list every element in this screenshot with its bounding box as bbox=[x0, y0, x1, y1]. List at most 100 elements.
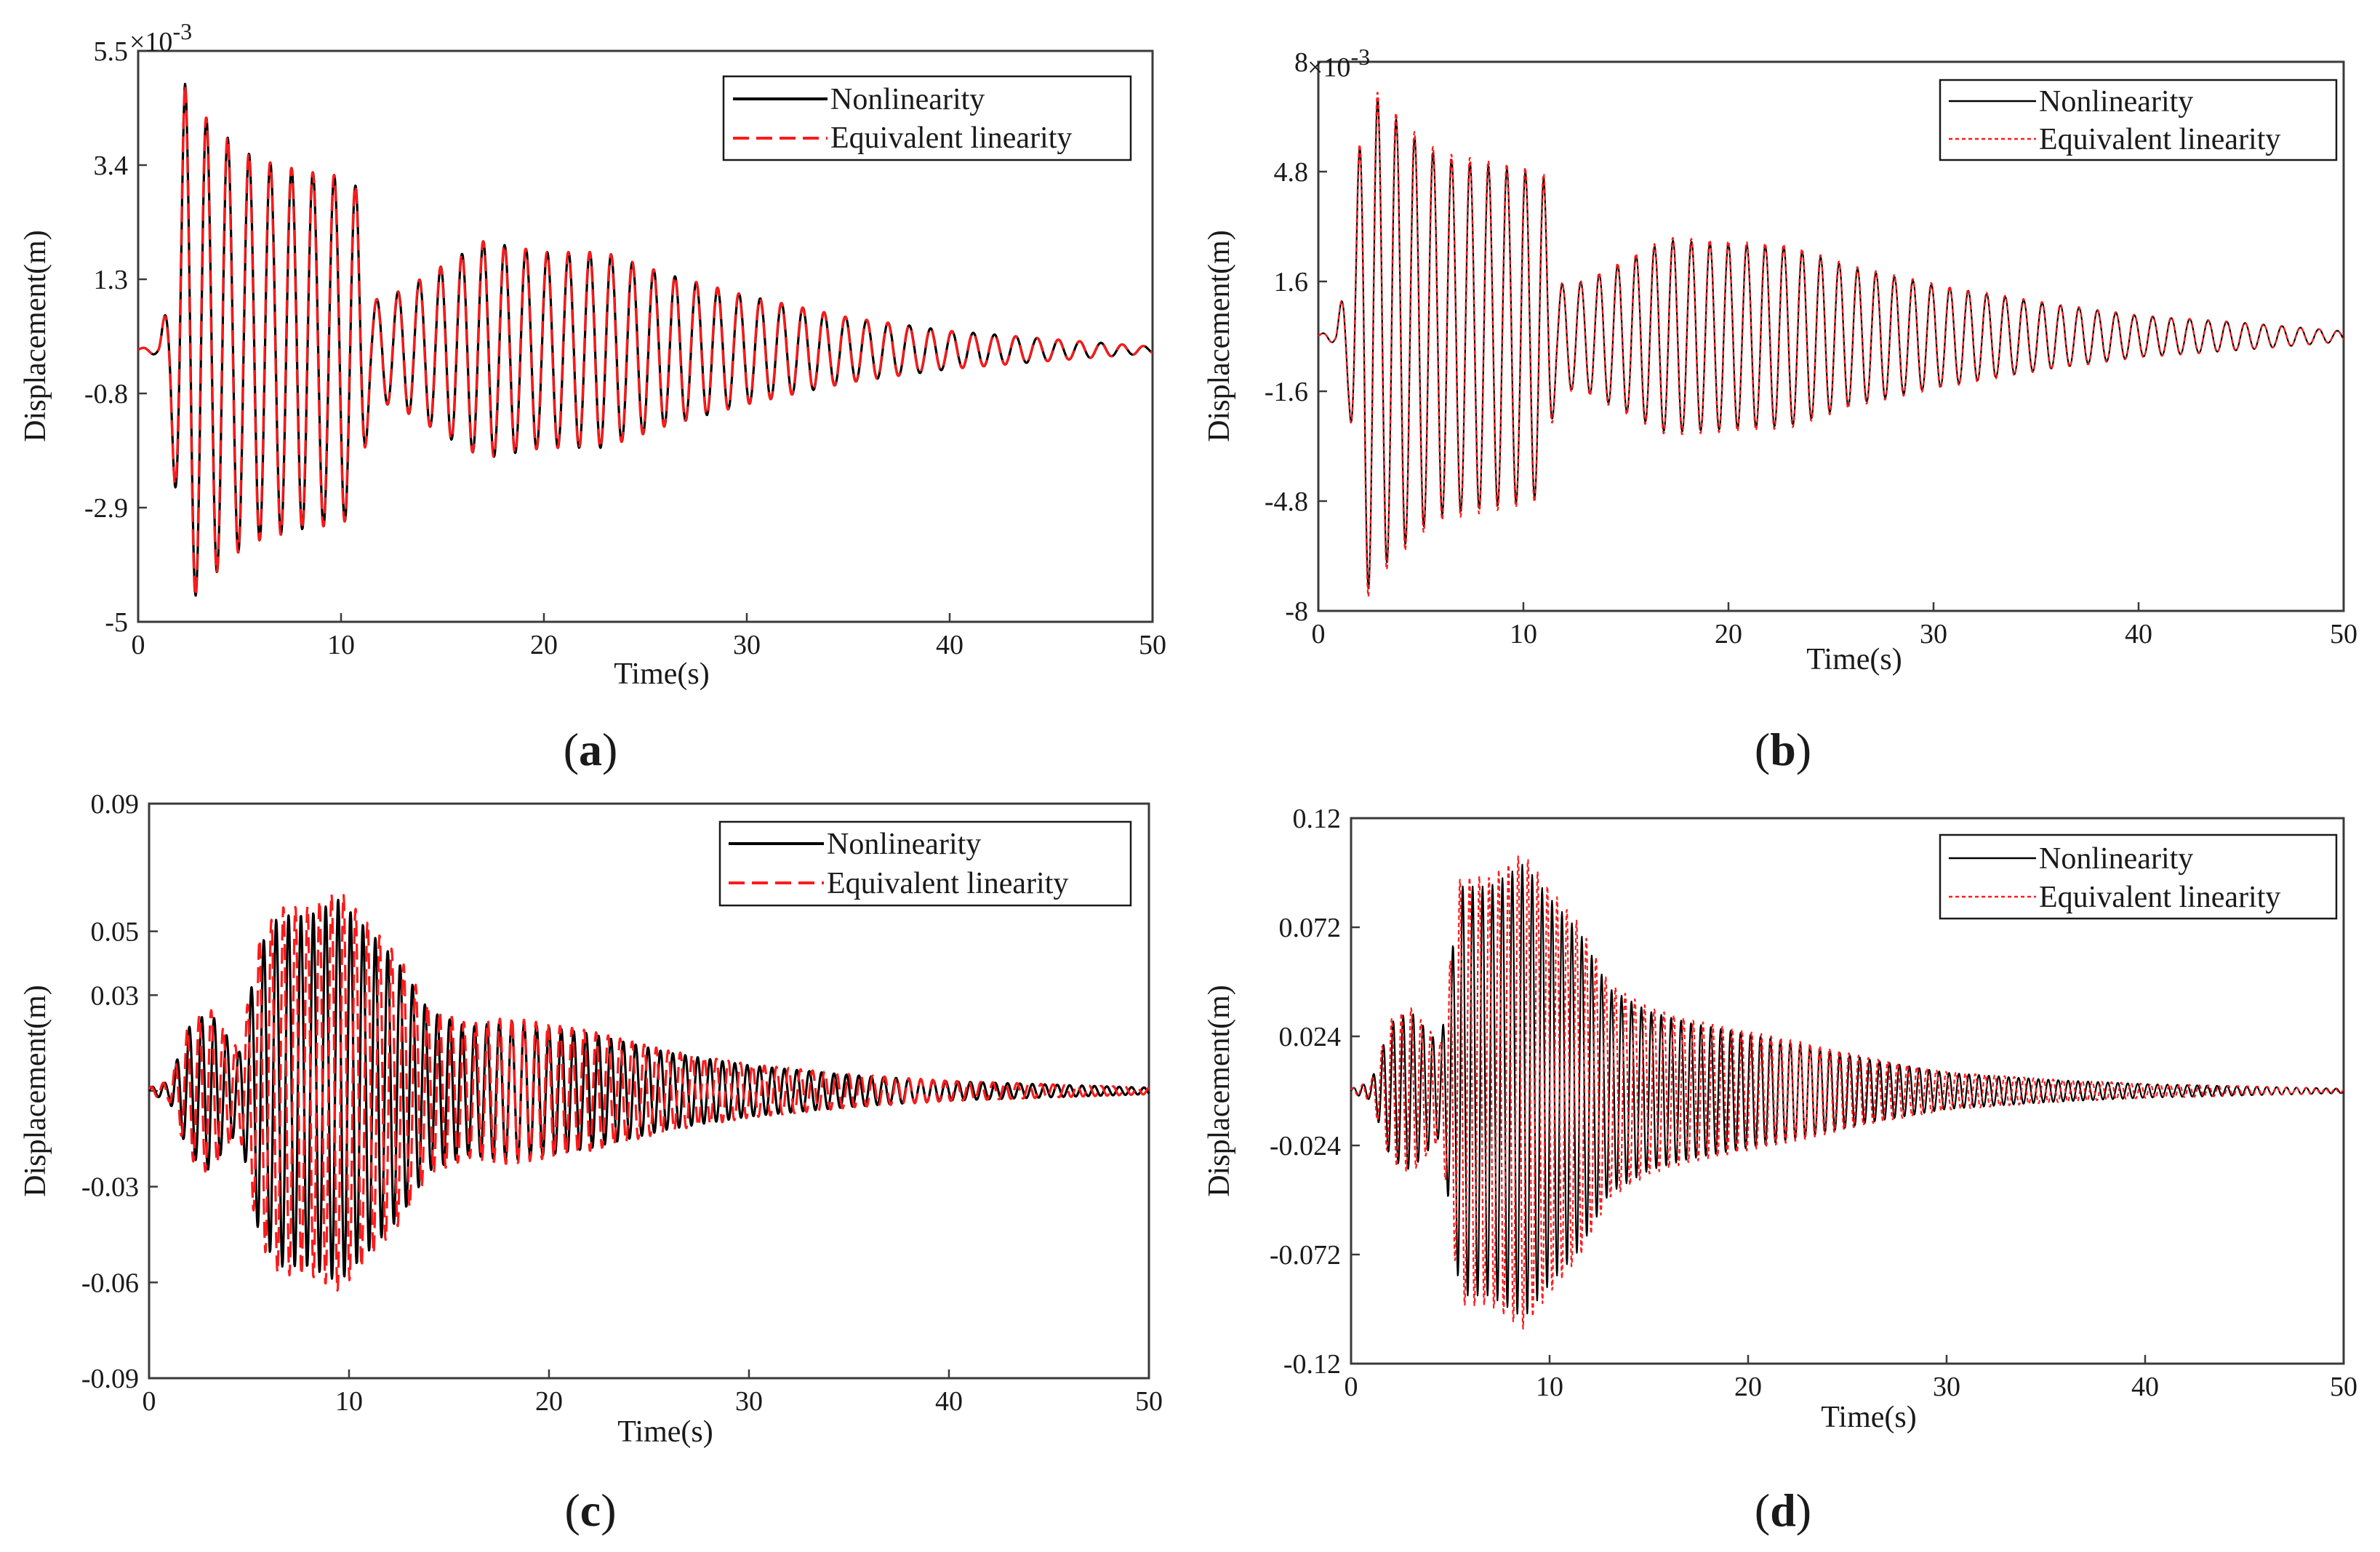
caption-d: (d) bbox=[1755, 1484, 1811, 1536]
y-tick-label-c: 0.05 bbox=[91, 917, 140, 948]
exponent-base-b: ×10 bbox=[1307, 52, 1350, 83]
x-ticks-d: 0 10 20 30 40 50 bbox=[1345, 1355, 2357, 1402]
chart-panel-b: -8 -4.8 -1.6 1.6 4.8 8 0 10 20 30 40 50 Time(s) Di… bbox=[1203, 44, 2357, 775]
legend-c: Nonlinearity Equivalent linearity bbox=[718, 820, 1132, 907]
y-tick-label-d: -0.12 bbox=[1283, 1349, 1341, 1380]
x-tick-label-c: 40 bbox=[935, 1386, 963, 1417]
x-ticks-b: 0 10 20 30 40 50 bbox=[1312, 602, 2357, 649]
x-tick-label-a: 10 bbox=[327, 630, 355, 660]
legend-box-d bbox=[1939, 833, 2338, 920]
legend-label-nonlinearity-b: Nonlinearity bbox=[2039, 85, 2193, 119]
x-tick-label-a: 30 bbox=[733, 630, 761, 660]
y-tick-label-a: 3.4 bbox=[94, 151, 129, 181]
x-ticks-a: 0 10 20 30 40 50 bbox=[132, 613, 1166, 660]
y-tick-label-d: 0.024 bbox=[1279, 1022, 1342, 1052]
caption-c: (c) bbox=[564, 1484, 616, 1536]
caption-b: (b) bbox=[1755, 724, 1811, 775]
x-tick-label-a: 0 bbox=[132, 630, 145, 660]
y-tick-label-d: -0.072 bbox=[1270, 1240, 1341, 1271]
y-tick-label-b: 1.6 bbox=[1274, 267, 1309, 297]
legend-label-equivalent-c: Equivalent linearity bbox=[827, 867, 1068, 900]
legend-label-nonlinearity-a: Nonlinearity bbox=[830, 83, 985, 116]
x-tick-label-c: 0 bbox=[143, 1386, 156, 1417]
y-tick-label-b: -1.6 bbox=[1265, 377, 1308, 407]
exponent-label-a: ×10-3 bbox=[129, 18, 192, 57]
x-axis-label-a: Time(s) bbox=[614, 657, 709, 691]
x-tick-label-a: 50 bbox=[1139, 630, 1166, 660]
x-tick-label-b: 0 bbox=[1312, 619, 1326, 649]
legend-label-equivalent-a: Equivalent linearity bbox=[830, 121, 1072, 155]
y-tick-label-a: 1.3 bbox=[94, 265, 129, 295]
caption-close-d: ) bbox=[1796, 1484, 1811, 1536]
x-axis-label-b: Time(s) bbox=[1806, 643, 1902, 676]
x-tick-label-d: 30 bbox=[1933, 1372, 1960, 1402]
y-tick-label-c: 0.09 bbox=[91, 789, 140, 820]
series-line-equivalent-linearity-a bbox=[137, 84, 1154, 598]
caption-open-c: ( bbox=[564, 1484, 580, 1536]
caption-letter-c: c bbox=[580, 1484, 601, 1536]
series-group-a bbox=[137, 82, 1154, 598]
y-ticks-a: -5 -2.9 -0.8 1.3 3.4 5.5 bbox=[84, 36, 147, 638]
x-ticks-c: 0 10 20 30 40 50 bbox=[143, 1369, 1163, 1417]
y-tick-label-c: -0.06 bbox=[81, 1268, 139, 1298]
x-tick-label-a: 20 bbox=[530, 630, 558, 660]
exponent-base-a: ×10 bbox=[129, 27, 172, 57]
y-ticks-c: -0.09 -0.06 -0.03 0.03 0.05 0.09 bbox=[81, 789, 158, 1394]
x-tick-label-a: 40 bbox=[936, 630, 963, 660]
caption-close-b: ) bbox=[1796, 724, 1811, 775]
y-tick-label-b: -4.8 bbox=[1265, 487, 1308, 517]
x-tick-label-d: 10 bbox=[1536, 1372, 1563, 1402]
chart-panel-a: -5-2.9-0.81.33.45.5 0 10 20 30 40 50 Time(s) … bbox=[19, 18, 1166, 775]
x-tick-label-d: 50 bbox=[2330, 1372, 2357, 1402]
x-tick-label-b: 30 bbox=[1920, 619, 1947, 649]
series-group-b bbox=[1318, 92, 2344, 598]
y-axis-label-d: Displacement(m) bbox=[1203, 985, 1236, 1197]
caption-letter-d: d bbox=[1770, 1484, 1796, 1536]
chart-panel-c: -0.09-0.06-0.030.030.050.09 0 10 20 30 40 50 … bbox=[19, 789, 1163, 1536]
series-group-c bbox=[148, 892, 1150, 1292]
y-tick-label-c: -0.03 bbox=[81, 1172, 139, 1203]
y-tick-label-b: -8 bbox=[1285, 596, 1308, 627]
y-tick-label-b: 8 bbox=[1294, 47, 1308, 78]
x-tick-label-d: 0 bbox=[1345, 1372, 1358, 1402]
exponent-label-b: ×10-3 bbox=[1307, 44, 1370, 83]
caption-close-c: ) bbox=[601, 1484, 616, 1536]
y-tick-label-a: -0.8 bbox=[84, 379, 128, 409]
caption-close-a: ) bbox=[602, 724, 617, 775]
y-ticks-b: -8 -4.8 -1.6 1.6 4.8 8 bbox=[1265, 47, 1327, 627]
x-tick-label-d: 20 bbox=[1734, 1372, 1762, 1402]
series-line-equivalent-linearity-b bbox=[1318, 92, 2344, 598]
caption-open-d: ( bbox=[1755, 1484, 1770, 1536]
caption-a: (a) bbox=[564, 724, 618, 775]
legend-d: Nonlinearity Equivalent linearity bbox=[1939, 833, 2338, 920]
series-line-equivalent-linearity-d bbox=[1350, 855, 2344, 1330]
x-tick-label-c: 30 bbox=[735, 1386, 763, 1417]
y-tick-label-a: -2.9 bbox=[84, 493, 128, 524]
legend-label-nonlinearity-c: Nonlinearity bbox=[827, 828, 981, 861]
legend-box-a bbox=[722, 75, 1132, 161]
chart-panel-d: -0.12 -0.072 -0.024 0.024 0.072 0.12 0 10 20 30 4… bbox=[1203, 804, 2357, 1536]
legend-label-equivalent-b: Equivalent linearity bbox=[2039, 123, 2280, 156]
x-tick-label-b: 20 bbox=[1715, 619, 1742, 649]
x-tick-label-d: 40 bbox=[2131, 1372, 2159, 1402]
y-tick-label-d: 0.12 bbox=[1293, 804, 1342, 834]
y-tick-label-a: -5 bbox=[105, 607, 128, 638]
x-tick-label-c: 10 bbox=[335, 1386, 363, 1417]
caption-open-b: ( bbox=[1755, 724, 1770, 775]
y-tick-label-d: 0.072 bbox=[1279, 913, 1342, 943]
series-group-d bbox=[1350, 855, 2344, 1330]
caption-open-a: ( bbox=[564, 724, 579, 775]
caption-letter-b: b bbox=[1770, 724, 1796, 775]
y-axis-label-c: Displacement(m) bbox=[19, 985, 52, 1197]
x-tick-label-c: 50 bbox=[1135, 1386, 1163, 1417]
y-tick-label-a: 5.5 bbox=[94, 36, 129, 67]
legend-b: Nonlinearity Equivalent linearity bbox=[1939, 79, 2338, 161]
y-ticks-d: -0.12 -0.072 -0.024 0.024 0.072 0.12 bbox=[1270, 804, 1360, 1380]
y-axis-label-b: Displacement(m) bbox=[1203, 230, 1236, 442]
series-line-equivalent-linearity-c bbox=[148, 892, 1150, 1292]
y-tick-label-d: -0.024 bbox=[1270, 1131, 1341, 1161]
x-axis-label-d: Time(s) bbox=[1821, 1401, 1916, 1434]
y-axis-label-a: Displacement(m) bbox=[19, 230, 52, 442]
y-tick-label-b: 4.8 bbox=[1274, 157, 1309, 188]
